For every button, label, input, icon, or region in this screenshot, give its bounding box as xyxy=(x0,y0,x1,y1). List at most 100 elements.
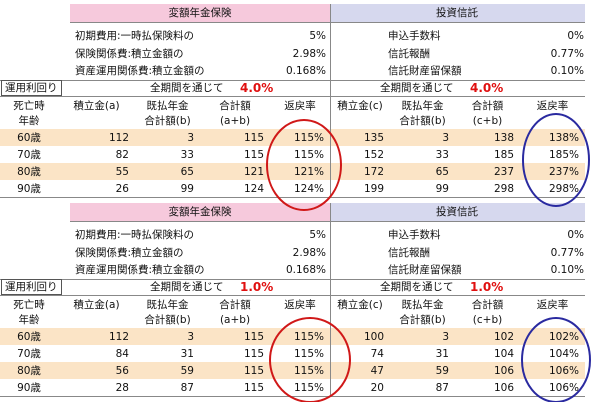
cost-value: 0% xyxy=(567,30,584,42)
cell: 82 xyxy=(115,149,129,161)
cost-label: 初期費用:一時払保険料の xyxy=(75,229,195,241)
rate: 1.0% xyxy=(470,280,504,294)
cell: 20 xyxy=(370,382,384,394)
period-label: 全期間を通じて xyxy=(380,82,454,94)
cell: 31 xyxy=(180,348,194,360)
cell: 298 xyxy=(493,183,514,195)
insurance-header-bg xyxy=(70,203,330,221)
cell: 104% xyxy=(548,348,579,360)
red-circle xyxy=(269,317,351,402)
cost-label: 初期費用:一時払保険料の xyxy=(75,30,195,42)
column-header: 合計額(b) xyxy=(144,115,191,127)
yield-label: 運用利回り xyxy=(1,279,62,295)
cell: 112 xyxy=(108,132,129,144)
column-header: 既払年金 xyxy=(401,299,444,311)
cell: 115 xyxy=(243,348,264,360)
cell: 26 xyxy=(115,183,129,195)
blue-circle xyxy=(522,113,590,207)
cell: 55 xyxy=(115,166,129,178)
column-header: 返戻率 xyxy=(284,299,316,311)
cost-value: 0.168% xyxy=(285,65,326,77)
column-header: 合計額 xyxy=(219,299,251,311)
column-header: 年齢 xyxy=(18,314,40,326)
column-header: 死亡時 xyxy=(13,100,45,112)
cell: 106 xyxy=(493,382,514,394)
cost-label: 資産運用関係費:積立金額の xyxy=(75,65,205,77)
cell: 56 xyxy=(115,365,129,377)
cell: 104 xyxy=(493,348,514,360)
cost-value: 2.98% xyxy=(292,246,326,259)
cost-label: 信託財産留保額 xyxy=(388,264,462,276)
cell: 106 xyxy=(493,365,514,377)
cell: 74 xyxy=(370,348,384,360)
age: 90歳 xyxy=(17,183,41,195)
cell: 138 xyxy=(493,132,514,144)
cell: 115 xyxy=(243,132,264,144)
period-label: 全期間を通じて xyxy=(380,281,454,293)
cell: 3 xyxy=(442,331,449,343)
cell: 28 xyxy=(115,382,129,394)
cell: 237% xyxy=(548,166,579,178)
cell: 112 xyxy=(108,331,129,343)
cell: 87 xyxy=(180,382,194,394)
column-header: 返戻率 xyxy=(536,100,569,112)
cell: 152 xyxy=(363,149,384,161)
column-header: (c+b) xyxy=(472,115,503,127)
rule xyxy=(0,396,585,397)
cell: 3 xyxy=(187,132,194,144)
rule xyxy=(70,221,585,222)
period-label: 全期間を通じて xyxy=(150,281,224,293)
age: 60歳 xyxy=(17,331,41,343)
cell: 33 xyxy=(180,149,194,161)
fund-header: 投資信託 xyxy=(436,7,478,19)
cell: 124% xyxy=(293,183,324,195)
rule xyxy=(0,197,585,198)
cell: 115% xyxy=(293,149,324,161)
age: 90歳 xyxy=(17,382,41,394)
cell: 199 xyxy=(363,183,384,195)
row-bg xyxy=(0,129,585,146)
column-header: 積立金(c) xyxy=(337,100,383,112)
cell: 84 xyxy=(115,348,129,360)
cost-value: 5% xyxy=(309,229,326,241)
cell: 115 xyxy=(243,365,264,377)
cost-label: 信託報酬 xyxy=(388,246,430,259)
fund-header-bg xyxy=(330,203,585,221)
cost-value: 0.168% xyxy=(285,264,326,276)
column-header: 既払年金 xyxy=(401,100,444,112)
cost-value: 0.77% xyxy=(550,246,584,259)
rule xyxy=(0,279,585,280)
cell: 106% xyxy=(548,382,579,394)
rate: 4.0% xyxy=(240,81,274,95)
column-header: 年齢 xyxy=(18,115,40,127)
column-header: 返戻率 xyxy=(284,100,316,112)
cost-label: 保険関係費:積立金額の xyxy=(75,47,184,60)
age: 70歳 xyxy=(17,149,41,161)
column-header: 積立金(a) xyxy=(73,299,120,311)
rule xyxy=(330,4,331,197)
cell: 3 xyxy=(187,331,194,343)
cell: 135 xyxy=(363,132,384,144)
cell: 237 xyxy=(493,166,514,178)
cell: 115% xyxy=(293,331,324,343)
cost-label: 申込手数料 xyxy=(388,229,441,241)
cell: 65 xyxy=(180,166,194,178)
age: 70歳 xyxy=(17,348,41,360)
column-header: 死亡時 xyxy=(13,299,45,311)
rule xyxy=(0,96,585,97)
cell: 99 xyxy=(435,183,449,195)
cost-label: 信託財産留保額 xyxy=(388,65,462,77)
cell: 185% xyxy=(548,149,579,161)
cell: 138% xyxy=(548,132,579,144)
cell: 115 xyxy=(243,149,264,161)
cell: 115% xyxy=(293,132,324,144)
rule xyxy=(70,22,585,23)
rate: 4.0% xyxy=(470,81,504,95)
column-header: 合計額 xyxy=(471,100,504,112)
cell: 124 xyxy=(243,183,264,195)
column-header: 合計額(b) xyxy=(399,115,446,127)
rule xyxy=(0,295,585,296)
age: 60歳 xyxy=(17,132,41,144)
